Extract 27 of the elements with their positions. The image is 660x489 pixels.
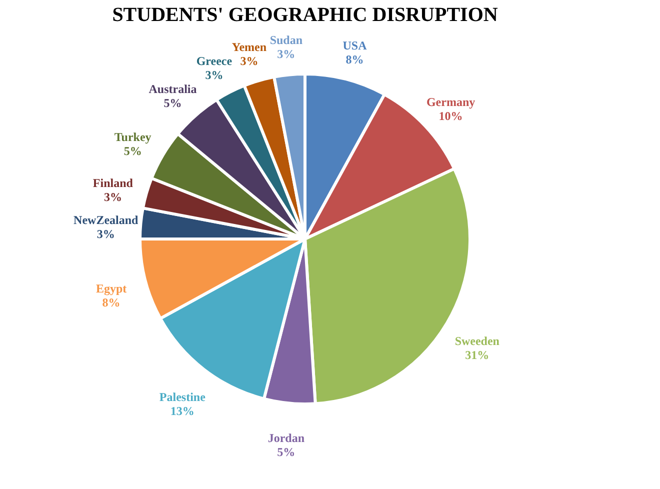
slice-label: Germany xyxy=(426,95,476,110)
data-label: 31% xyxy=(465,348,490,362)
data-label: 5% xyxy=(277,445,296,460)
slice-label: Turkey xyxy=(114,130,152,144)
data-label: 3% xyxy=(96,227,115,242)
slice-label: NewZealand xyxy=(74,213,139,228)
slice-label: Australia xyxy=(148,82,197,96)
slice-label: Palestine xyxy=(159,390,206,404)
slice-label: Finland xyxy=(92,176,134,190)
data-label: 5% xyxy=(164,96,182,110)
data-label: 3% xyxy=(104,190,122,204)
slice-label: Egypt xyxy=(96,282,127,296)
data-label: 5% xyxy=(124,144,142,158)
data-label: 13% xyxy=(170,404,194,418)
slice-label: Sudan xyxy=(270,32,303,47)
chart-title: STUDENTS' GEOGRAPHIC DISRUPTION xyxy=(112,4,498,26)
slice-label: Jordan xyxy=(268,431,305,446)
data-label: 8% xyxy=(102,296,120,310)
data-label: 3% xyxy=(240,54,258,68)
slice-label: USA xyxy=(342,38,368,52)
slice-label: Yemen xyxy=(232,40,267,54)
data-label: 8% xyxy=(346,52,364,66)
data-label: 3% xyxy=(277,46,296,61)
data-label: 10% xyxy=(438,109,463,124)
slice-label: Sweeden xyxy=(454,334,500,348)
slice-label: Greece xyxy=(196,54,233,68)
data-label: 3% xyxy=(205,68,224,82)
